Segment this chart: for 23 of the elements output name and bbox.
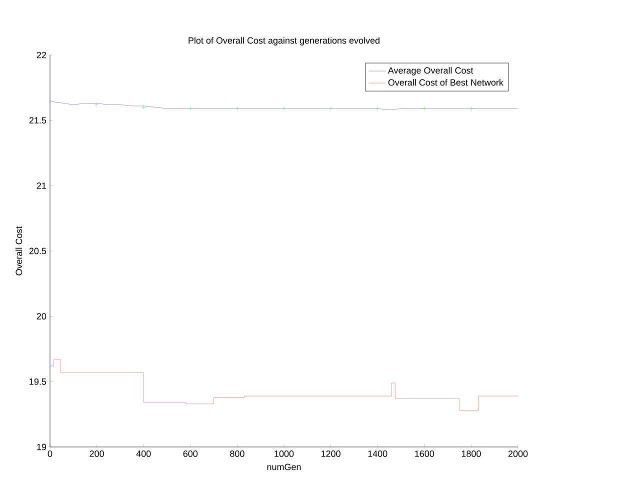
y-tick-label: 22 — [36, 52, 46, 58]
y-tick-label: 19 — [37, 444, 46, 450]
x-tick-label: 200 — [90, 450, 104, 457]
y-tick-label: 19.5 — [30, 378, 46, 385]
chart-title: Plot of Overall Cost against generations evolved — [188, 37, 380, 46]
x-tick-label: 1000 — [274, 450, 294, 457]
legend-label: Overall Cost of Best Network — [388, 79, 504, 86]
x-tick-label: 1200 — [321, 450, 340, 457]
x-axis-title: numGen — [267, 464, 301, 470]
y-tick-label: 20 — [36, 313, 46, 320]
legend-label: Average Overall Cost — [388, 67, 474, 76]
y-tick-label: 20.5 — [29, 248, 46, 254]
x-tick-label: 400 — [136, 450, 151, 457]
x-tick-label: 2000 — [508, 450, 528, 457]
x-tick-label: 800 — [230, 450, 244, 457]
y-axis-title: Overall Cost — [15, 226, 22, 276]
x-tick-label: 1400 — [368, 450, 388, 457]
x-tick-label: 0 — [48, 450, 52, 457]
x-tick-label: 1800 — [462, 450, 481, 457]
x-tick-label: 1600 — [415, 450, 434, 457]
y-tick-label: 21 — [36, 182, 46, 189]
y-tick-label: 21.5 — [29, 117, 46, 124]
x-tick-label: 600 — [183, 450, 198, 457]
